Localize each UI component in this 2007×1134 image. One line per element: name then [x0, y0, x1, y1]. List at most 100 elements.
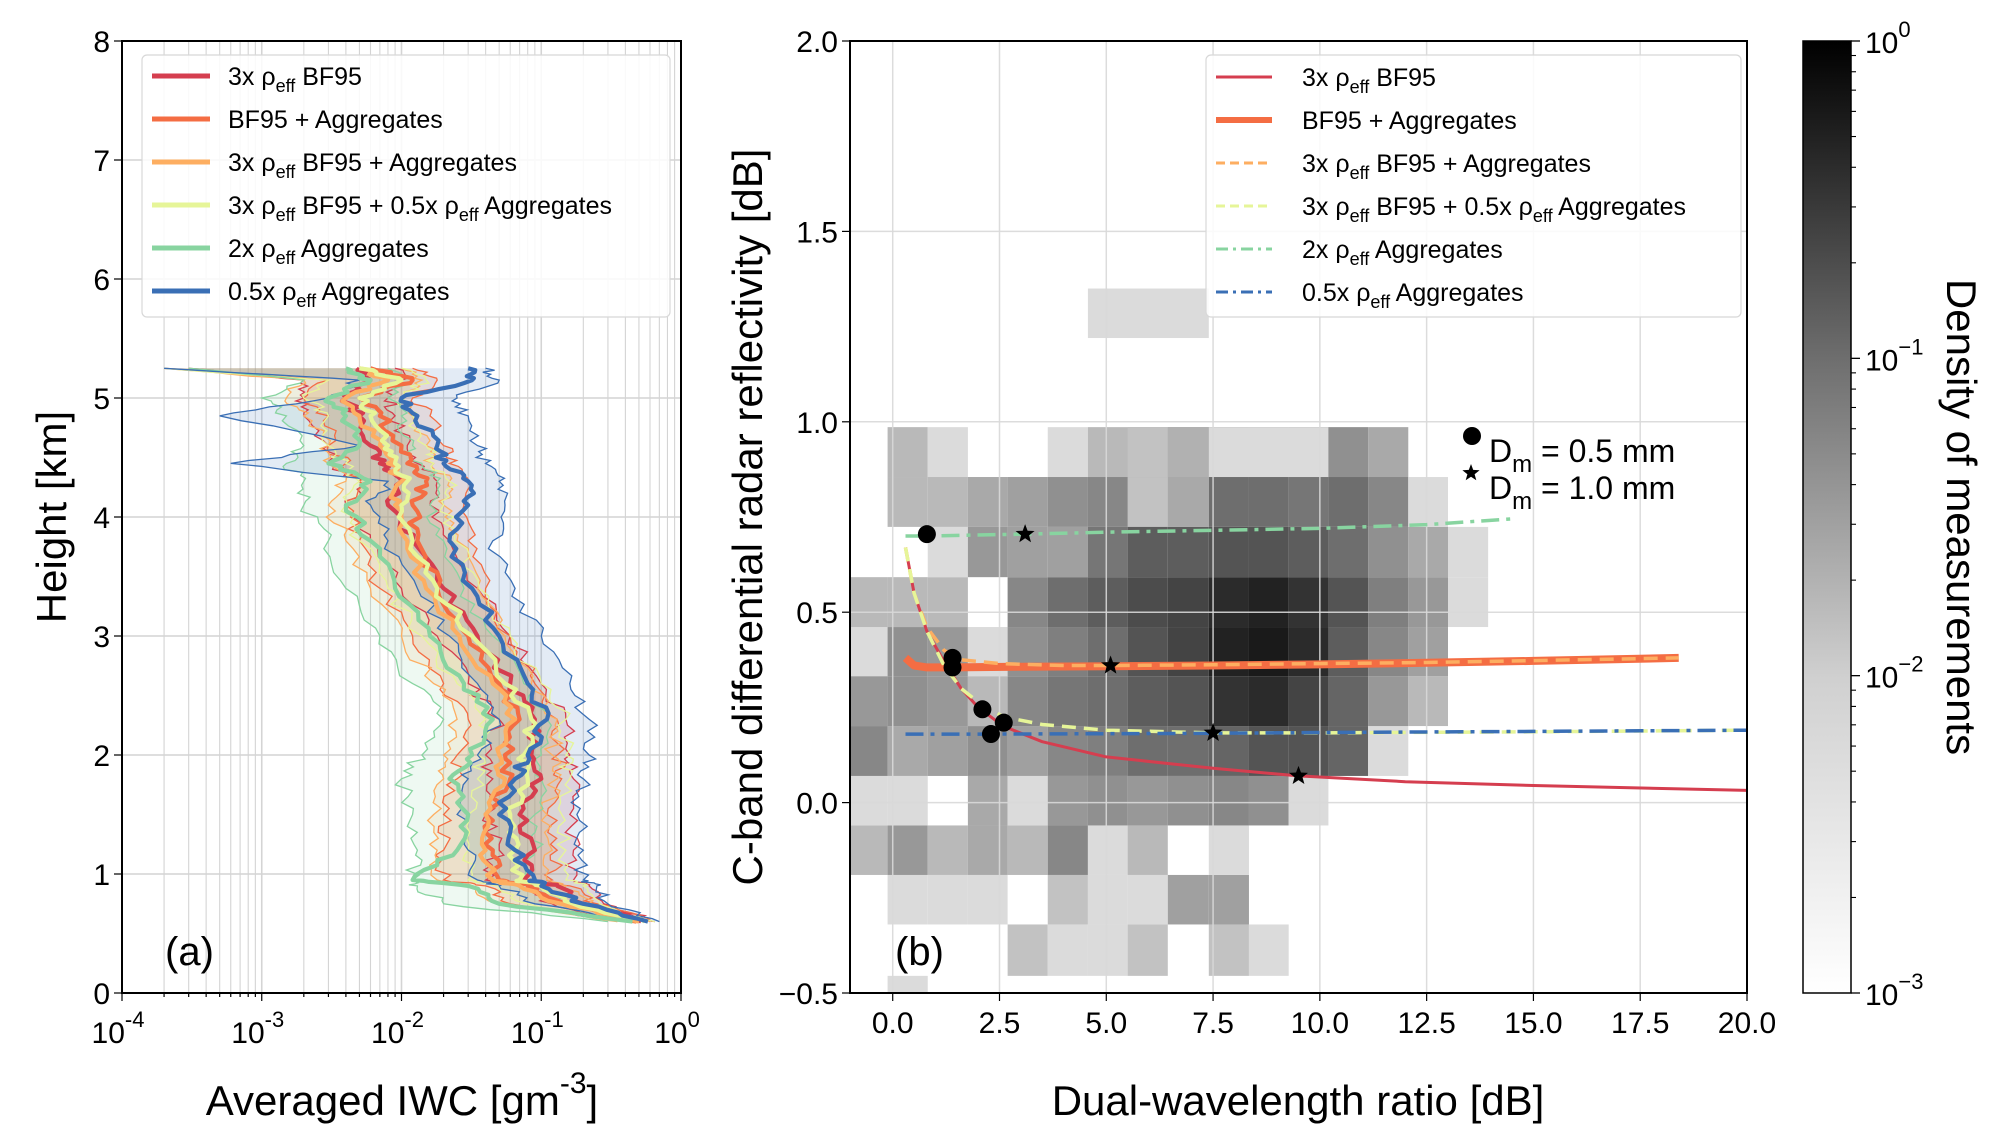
upper-bound-line — [450, 367, 660, 923]
heatmap-cell — [1408, 526, 1448, 578]
legend-subscript: eff — [1350, 206, 1371, 226]
x-tick-label: 100 — [654, 1007, 700, 1050]
heatmap-cell — [1007, 577, 1048, 628]
uncertainty-band — [188, 368, 655, 922]
y-tick-label: 1 — [93, 859, 110, 892]
heatmap-cell — [1328, 477, 1369, 527]
legend-box — [141, 54, 671, 318]
label-main: D — [1489, 470, 1512, 506]
y-tick-label: 6 — [93, 264, 110, 297]
legend-subscript: eff — [276, 248, 297, 268]
heatmap-cell — [1007, 825, 1048, 875]
legend-subscript: eff — [276, 76, 297, 96]
heatmap-cell — [1047, 577, 1088, 628]
heatmap-cell — [1167, 526, 1209, 578]
y-tick-label: 7 — [93, 145, 110, 178]
legend-text-part: 3x ρ — [1302, 64, 1350, 92]
heatmap-cell — [1368, 726, 1409, 776]
legend-subscript: eff — [459, 205, 480, 225]
x-tick-label: 12.5 — [1397, 1007, 1455, 1040]
heatmap-cell — [967, 477, 1008, 527]
star-marker — [1101, 655, 1121, 674]
tick-exponent: 0 — [1898, 17, 1910, 42]
y-tick-label: 0 — [93, 978, 110, 1011]
heatmap-cell — [1288, 775, 1329, 826]
legend-label: 3x ρeff BF95 + Aggregates — [1302, 150, 1591, 183]
x-tick-label: 17.5 — [1611, 1007, 1669, 1040]
heatmap-cell — [1208, 874, 1249, 925]
tick-base: 10 — [1865, 344, 1898, 377]
legend-subscript: eff — [1370, 292, 1391, 312]
heatmap-cell — [887, 477, 928, 527]
heatmap-cell — [1288, 526, 1329, 578]
heatmap-cell — [1368, 526, 1409, 578]
heatmap-cell — [927, 676, 968, 727]
legend-text-part: BF95 + Aggregates — [1302, 107, 1517, 135]
legend-text-part: 0.5x ρ — [1302, 279, 1370, 307]
x-title-close: ] — [587, 1077, 599, 1124]
y-tick-label: 8 — [93, 26, 110, 59]
colorbar-tick-label: 10−1 — [1865, 334, 1923, 377]
y-tick-label: 1.0 — [796, 407, 838, 440]
legend-label: 2x ρeff Aggregates — [1302, 236, 1503, 269]
heatmap-cell — [927, 825, 968, 875]
heatmap-cell — [1047, 526, 1088, 578]
colorbar-tick-label: 10−3 — [1865, 969, 1923, 1012]
heatmap-cell — [1087, 874, 1128, 925]
star-marker — [1289, 765, 1308, 784]
heatmap-cell — [927, 577, 968, 628]
heatmap-cell — [1127, 577, 1168, 628]
legend-subscript: eff — [1350, 77, 1371, 97]
lower-bound-line — [164, 367, 618, 923]
tick-base: 10 — [654, 1017, 687, 1050]
model-curve — [903, 547, 1679, 668]
dot-marker — [994, 713, 1013, 732]
tick-exponent: -3 — [265, 1007, 285, 1032]
x-tick-label: 10.0 — [1291, 1007, 1349, 1040]
heatmap-cell — [1208, 427, 1329, 478]
y-tick-label: 5 — [93, 383, 110, 416]
x-tick-label: 10-2 — [371, 1007, 424, 1050]
heatmap-cell — [1167, 427, 1209, 478]
heatmap-cell — [1248, 477, 1289, 527]
heatmap-cell — [1368, 427, 1409, 478]
y-tick-label: 0.5 — [796, 597, 838, 630]
y-tick-label: 1.5 — [796, 216, 838, 249]
tick-base: 10 — [1865, 27, 1898, 60]
heatmap-cell — [967, 874, 1008, 925]
heatmap-cell — [887, 975, 928, 993]
heatmap-cell — [967, 775, 1008, 826]
legend-label: 2x ρeff Aggregates — [228, 235, 429, 268]
colorbar-title: Density of measurements — [1938, 279, 1985, 755]
x-tick-label: 20.0 — [1718, 1007, 1776, 1040]
legend-label: 3x ρeff BF95 + Aggregates — [228, 149, 517, 182]
heatmap-cell — [850, 825, 888, 875]
dot-legend-icon — [1463, 427, 1481, 445]
heatmap-cell — [1408, 676, 1448, 727]
heatmap-cell — [887, 775, 928, 826]
heatmap-cell — [1087, 477, 1128, 527]
x-title-main: Averaged IWC [gm — [206, 1077, 560, 1124]
heatmap-cell — [1408, 477, 1448, 527]
dot-marker — [943, 658, 962, 677]
legend-text-part: 2x ρ — [228, 235, 276, 263]
legend-text-part: Aggregates — [1369, 236, 1502, 264]
legend-subscript: eff — [276, 205, 297, 225]
label-main: D — [1489, 433, 1512, 469]
y-tick-label: 2.0 — [796, 26, 838, 59]
legend-label: 0.5x ρeff Aggregates — [1302, 279, 1524, 312]
heatmap-cell — [887, 825, 928, 875]
heatmap-cell — [1208, 924, 1249, 976]
heatmap-cell — [1408, 627, 1448, 677]
heatmap-cell — [1087, 924, 1128, 976]
heatmap-cell — [1208, 775, 1249, 826]
legend-text-part: BF95 + Aggregates — [1369, 150, 1591, 178]
heatmap-cell — [1328, 427, 1369, 478]
legend-text-part: Aggregates — [316, 278, 449, 306]
lower-bound-line — [164, 367, 629, 923]
star-legend-icon — [1462, 464, 1480, 481]
tick-base: 10 — [1865, 662, 1898, 695]
